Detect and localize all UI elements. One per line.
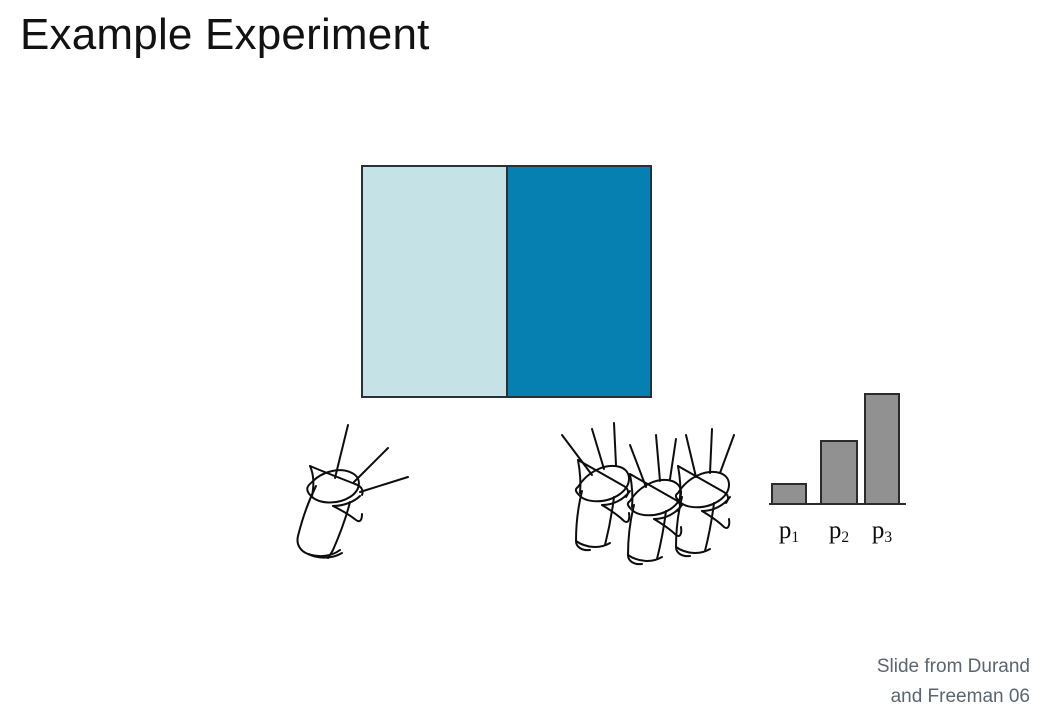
attribution-line-1: Slide from Durand <box>876 656 1030 677</box>
bar-p2 <box>820 440 858 505</box>
bar-label-p3-subscript: 3 <box>884 529 893 547</box>
bar-label-p3-text: p <box>871 517 885 544</box>
multiple-light-sources-icon <box>561 422 735 566</box>
light-source-3 <box>674 428 735 558</box>
stimulus-color-patch <box>361 165 652 398</box>
patch-left-light <box>363 167 507 396</box>
page-title: Example Experiment <box>20 10 430 59</box>
attribution-line-2: and Freeman 06 <box>890 686 1030 707</box>
bar-label-p1-subscript: 1 <box>791 529 800 547</box>
bar-label-p2: p2 <box>820 517 858 547</box>
bars-area <box>766 385 911 505</box>
single-light-source-icon <box>296 424 409 559</box>
bar-label-p2-subscript: 2 <box>841 529 850 547</box>
bar-p3 <box>864 393 900 505</box>
bar-label-p1: p1 <box>771 517 807 547</box>
patch-right-dark <box>506 167 650 396</box>
bar-axis-baseline <box>769 503 906 505</box>
bar-label-p1-text: p <box>778 517 792 544</box>
response-bar-chart: p1 p2 p3 <box>766 385 911 547</box>
bar-label-p3: p3 <box>864 517 900 547</box>
patch-divider <box>505 167 508 396</box>
attribution: Slide from Durand and Freeman 06 <box>710 652 1030 712</box>
light-source-2 <box>626 434 683 566</box>
bar-label-p2-text: p <box>828 517 842 544</box>
bar-p1 <box>771 483 807 505</box>
light-source-1 <box>561 422 631 552</box>
